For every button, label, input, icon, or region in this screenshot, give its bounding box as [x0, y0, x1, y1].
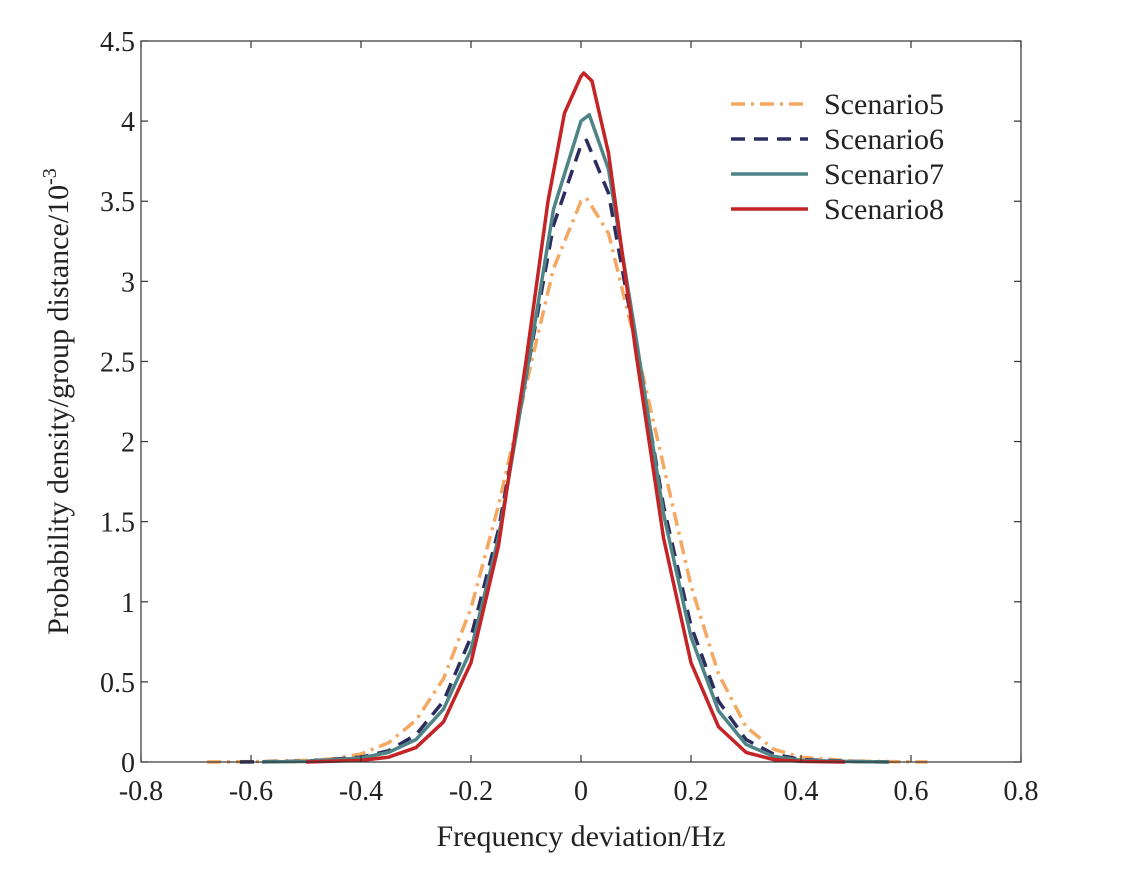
y-tick-label: 1.5 [100, 508, 135, 539]
series-line-scenario6 [239, 138, 890, 764]
y-tick-label: 3 [121, 267, 135, 298]
y-tick-label: 1 [121, 588, 135, 619]
x-tick-label: 0.8 [1004, 776, 1039, 807]
x-axis-title: Frequency deviation/Hz [436, 820, 725, 853]
y-tick-label: 4.5 [100, 27, 135, 58]
y-axis-title-exponent: -3 [39, 168, 61, 185]
series-layer [206, 71, 928, 764]
y-axis: 0 0.5 1 1.5 2 2.5 3 3.5 4 4.5 [100, 27, 1021, 779]
x-tick-label: 0.2 [674, 776, 709, 807]
y-tick-label: 2.5 [100, 347, 135, 378]
y-tick-label: 2 [121, 428, 135, 459]
legend-label: Scenario8 [824, 193, 944, 226]
y-tick-label: 4 [121, 107, 135, 138]
y-tick-label: 0.5 [100, 668, 135, 699]
x-tick-label: 0.4 [784, 776, 819, 807]
x-tick-label: -0.6 [229, 776, 273, 807]
x-axis: -0.8 -0.6 -0.4 -0.2 0 0.2 0.4 0.6 0.8 [119, 41, 1039, 807]
x-tick-label: -0.8 [119, 776, 163, 807]
x-tick-label: 0 [574, 776, 588, 807]
y-tick-label: 0 [121, 748, 135, 779]
y-axis-title-text: Probability density/group distance/10 [42, 185, 75, 635]
y-axis-title: Probability density/group distance/10-3 [39, 168, 75, 635]
legend-label: Scenario6 [824, 123, 944, 156]
legend-label: Scenario5 [824, 88, 944, 121]
x-tick-label: -0.4 [339, 776, 383, 807]
legend-label: Scenario7 [824, 158, 944, 191]
series-line-scenario5 [206, 196, 928, 764]
x-tick-label: 0.6 [894, 776, 929, 807]
series-line-scenario7 [261, 112, 890, 764]
x-tick-label: -0.2 [449, 776, 493, 807]
y-tick-label: 3.5 [100, 187, 135, 218]
series-line-scenario8 [305, 71, 846, 764]
